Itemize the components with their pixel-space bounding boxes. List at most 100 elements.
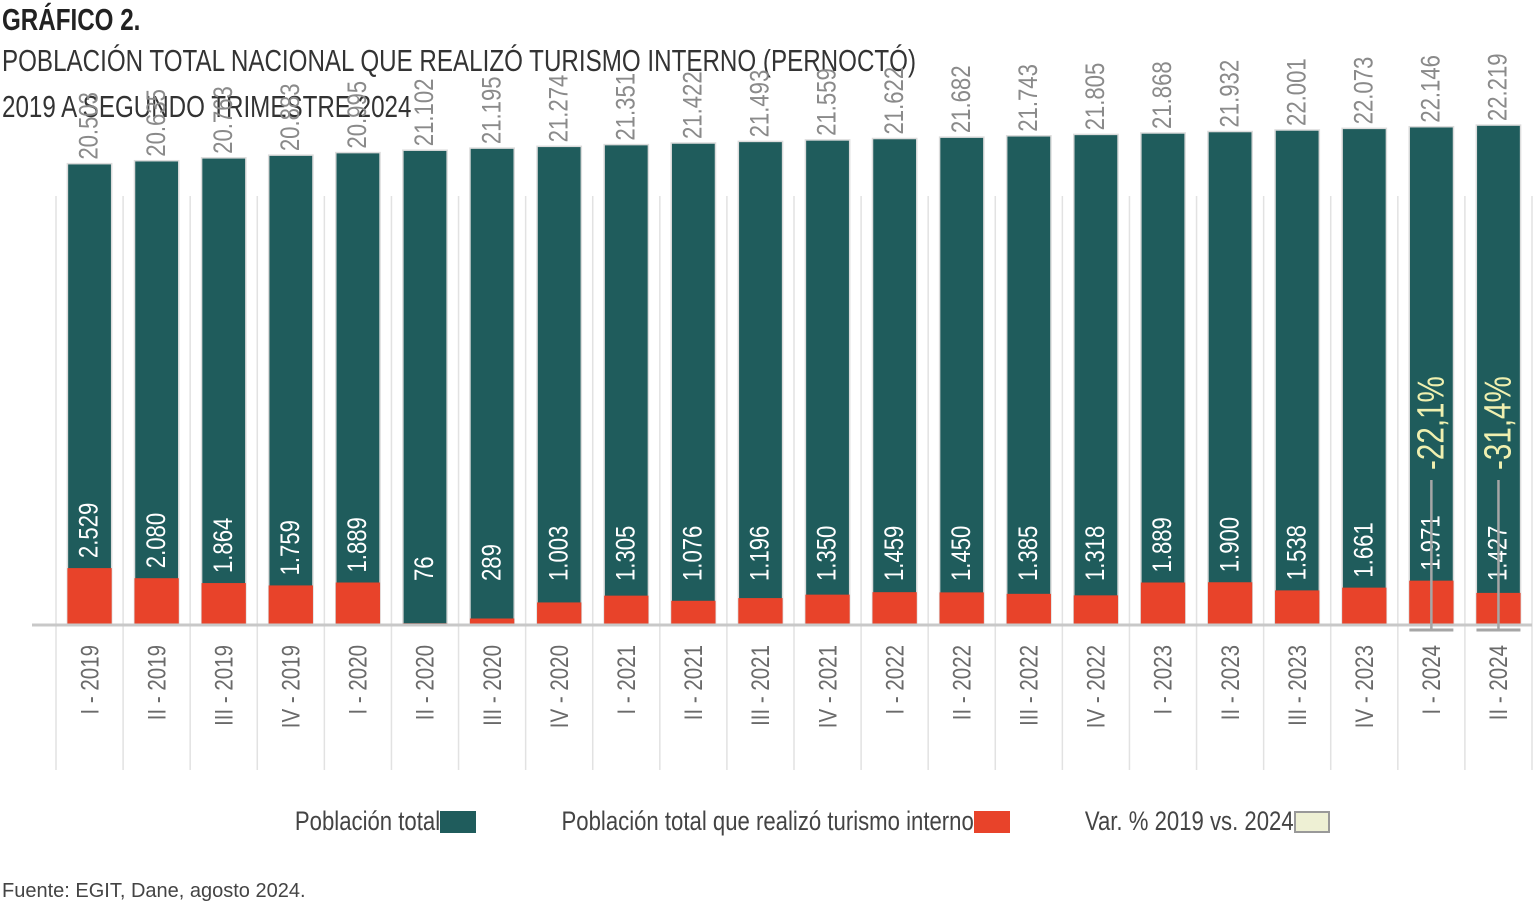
bar-poblacion-total (804, 139, 851, 626)
data-label-total: 21.274 (544, 75, 574, 143)
legend: Población total Población total que real… (0, 806, 1538, 840)
variation-label: -31,4% (1477, 376, 1519, 470)
data-label-total: 21.743 (1014, 64, 1044, 132)
bar-poblacion-total (267, 154, 314, 626)
data-label-total: 21.422 (679, 71, 709, 139)
bar-turismo-interno (738, 598, 783, 625)
data-label-total: 20.883 (276, 83, 306, 151)
category-label: II - 2021 (679, 645, 707, 720)
category-label: I - 2024 (1417, 645, 1445, 715)
bar-turismo-interno (201, 583, 246, 625)
category-label: I - 2022 (880, 645, 908, 715)
variation-label: -22,1% (1410, 376, 1452, 470)
category-label: II - 2023 (1216, 645, 1244, 720)
legend-item-var: Var. % 2019 vs. 2024 (1039, 806, 1330, 837)
bar-poblacion-total (1005, 135, 1052, 626)
data-label-total: 20.763 (209, 86, 239, 154)
bar-turismo-interno (1275, 590, 1320, 625)
bar-poblacion-total (1207, 130, 1253, 626)
data-label-total: 21.102 (410, 79, 440, 147)
bar-turismo-interno (335, 582, 381, 625)
legend-swatch-tourism (974, 810, 1010, 833)
bar-turismo-interno (268, 585, 313, 625)
bar-turismo-interno (469, 618, 515, 625)
legend-swatch-total (440, 810, 476, 833)
data-label-turismo: 2.529 (75, 503, 105, 558)
legend-swatch-var (1294, 810, 1330, 833)
bar-turismo-interno (805, 594, 850, 625)
data-label-total: 22.001 (1282, 58, 1312, 126)
category-label: II - 2024 (1484, 645, 1512, 720)
bar-turismo-interno (872, 592, 917, 625)
category-label: III - 2021 (746, 645, 774, 726)
category-label: III - 2019 (210, 645, 238, 726)
data-label-turismo: 76 (410, 556, 440, 581)
category-label: III - 2023 (1283, 645, 1311, 726)
bar-turismo-interno (1006, 593, 1051, 625)
data-label-turismo: 1.318 (1081, 526, 1111, 581)
data-label-turismo: 1.385 (1014, 526, 1044, 581)
category-label: III - 2022 (1015, 645, 1043, 726)
data-label-total: 22.219 (1484, 53, 1514, 121)
data-label-turismo: 1.889 (1148, 517, 1178, 572)
bar-poblacion-total (1274, 129, 1321, 626)
bar-turismo-interno (671, 600, 716, 625)
legend-item-tourism: Población total que realizó turismo inte… (471, 806, 1010, 837)
chart-title-line-1: POBLACIÓN TOTAL NACIONAL QUE REALIZÓ TUR… (2, 43, 917, 78)
data-label-turismo: 289 (477, 544, 507, 581)
data-label-total: 21.622 (880, 67, 910, 135)
bar-poblacion-total (737, 140, 784, 626)
category-label: I - 2020 (344, 645, 372, 715)
source-note: Fuente: EGIT, Dane, agosto 2024. (2, 880, 306, 902)
data-label-turismo: 1.538 (1282, 525, 1312, 580)
bar-turismo-interno (1073, 595, 1119, 625)
data-label-total: 20.995 (343, 81, 373, 149)
bar-turismo-interno (939, 592, 984, 625)
bar-turismo-interno (1207, 582, 1253, 625)
data-label-total: 22.073 (1350, 57, 1380, 125)
bar-poblacion-total (536, 145, 583, 626)
bar-poblacion-total (1341, 127, 1388, 626)
data-label-total: 20.635 (142, 89, 172, 157)
bar-chart: 20.503 2.529 I - 2019 20.635 2.080 II - 2019 2… (32, 53, 1533, 770)
data-label-total: 21.805 (1081, 63, 1111, 131)
bar-poblacion-total (469, 147, 515, 626)
category-label: III - 2020 (478, 645, 506, 726)
data-label-total: 21.932 (1215, 60, 1245, 128)
bar-poblacion-total (66, 162, 113, 626)
data-label-turismo: 1.759 (276, 520, 306, 575)
chart-header: GRÁFICO 2. POBLACIÓN TOTAL NACIONAL QUE … (2, 2, 1174, 130)
data-label-turismo: 1.900 (1215, 517, 1245, 572)
data-label-turismo: 1.459 (880, 526, 910, 581)
bar-turismo-interno (604, 595, 649, 625)
legend-label-total: Población total (294, 806, 440, 836)
bar-poblacion-total (670, 142, 717, 626)
data-label-turismo: 1.864 (209, 518, 239, 573)
category-label: IV - 2021 (813, 645, 841, 728)
category-label: I - 2019 (75, 645, 103, 715)
data-label-turismo: 1.450 (947, 526, 977, 581)
chart-label: GRÁFICO 2. (2, 2, 141, 37)
bar-turismo-interno (537, 602, 582, 625)
bar-turismo-interno (67, 568, 112, 625)
category-label: IV - 2022 (1082, 645, 1110, 728)
bar-poblacion-total (1140, 132, 1186, 626)
data-label-turismo: 1.196 (746, 526, 776, 581)
data-label-turismo: 1.661 (1350, 522, 1380, 577)
category-label: IV - 2020 (545, 645, 573, 728)
category-label: IV - 2019 (277, 645, 305, 728)
data-label-turismo: 2.080 (142, 513, 172, 568)
bar-poblacion-total (871, 137, 918, 626)
category-label: II - 2022 (948, 645, 976, 720)
data-label-total: 21.559 (813, 68, 843, 136)
bar-turismo-interno (1140, 582, 1186, 625)
bar-poblacion-total (133, 159, 180, 626)
bar-poblacion-total (938, 136, 985, 626)
data-label-turismo: 1.350 (813, 526, 843, 581)
category-label: I - 2021 (612, 645, 640, 715)
bar-poblacion-total (603, 143, 650, 626)
bar-turismo-interno (134, 578, 179, 625)
category-label: II - 2020 (411, 645, 439, 720)
bar-turismo-interno (1342, 587, 1387, 625)
data-label-total: 22.146 (1417, 55, 1447, 123)
